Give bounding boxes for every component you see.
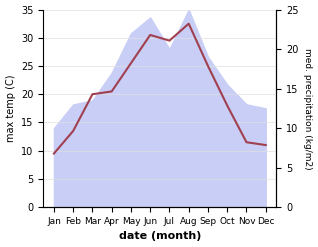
Y-axis label: max temp (C): max temp (C) <box>5 75 16 142</box>
Y-axis label: med. precipitation (kg/m2): med. precipitation (kg/m2) <box>303 48 313 169</box>
X-axis label: date (month): date (month) <box>119 231 201 242</box>
